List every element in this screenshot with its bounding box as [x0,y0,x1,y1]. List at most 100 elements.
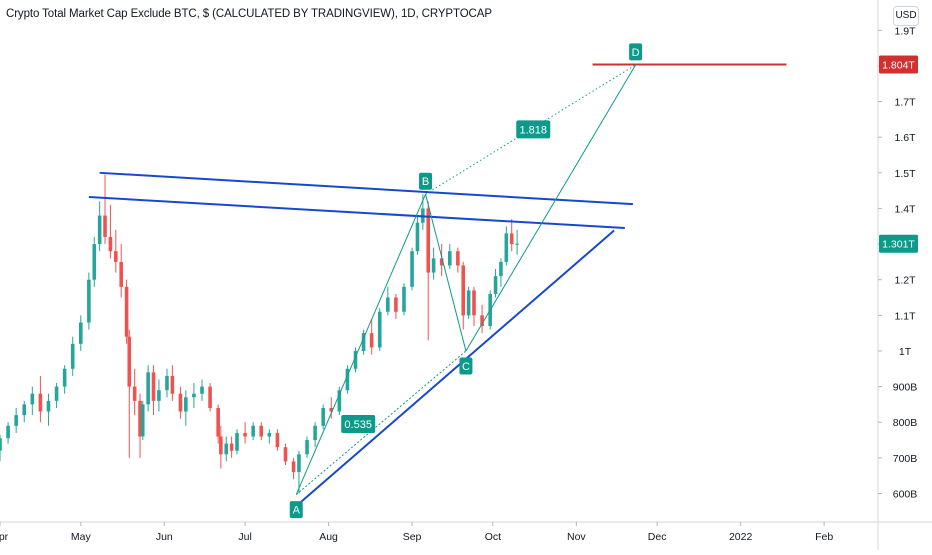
candle-body [447,251,452,266]
candle-body [97,215,102,245]
candle-body [200,386,204,394]
candle-body [138,400,142,437]
y-tick-label: 600B [893,488,918,500]
candle-body [208,386,212,408]
price-tag-label: 1.804T [882,59,915,71]
candle-body [127,336,132,387]
y-tick-label: 700B [893,453,918,465]
candle-body [146,372,150,405]
candle-body [14,415,18,426]
x-tick-label: Jun [156,531,173,543]
y-tick-label: 800B [893,417,918,429]
y-tick-label: 1.2T [894,275,916,287]
candle-body [103,215,107,237]
candle-body [466,290,471,316]
candle-body [46,400,51,412]
x-tick-label: May [71,531,92,543]
projection-dotted-BD [425,64,636,195]
x-tick-label: Nov [567,531,586,543]
y-tick-label: 900B [893,382,918,394]
chart-title: Crypto Total Market Cap Exclude BTC, $ (… [6,8,492,20]
candle-body [70,343,75,369]
x-tick-label: Apr [0,531,9,543]
candle-body [509,233,514,245]
candle-body [480,315,484,327]
ratio-label: 1.818 [519,124,547,136]
candle-body [229,443,234,451]
candle-body [283,447,288,462]
candle-body [504,233,509,262]
point-marker-C [459,357,473,375]
drawings-layer [88,63,787,507]
price-tag [879,234,918,253]
candle-body [353,350,358,369]
price-tag-label: 1.301T [882,239,915,251]
candle-body [216,407,220,437]
point-label: D [632,47,640,59]
candle-body [386,297,390,312]
labels-layer: 0.535 1.818 A B C D 1.804T 1.301T [289,43,918,519]
trendline-upper-resistance [99,171,633,206]
y-tick-label: 1.6T [894,132,916,144]
candle-body [151,372,156,401]
candle-body [461,265,466,316]
candle-body [291,461,296,473]
candle-body [456,251,460,266]
candle-body [87,279,91,323]
candle-body [369,333,374,348]
candle-body [219,436,223,455]
point-marker-A [289,501,303,519]
candle-body [140,404,145,437]
candle-body [329,407,334,412]
candle-body [251,425,255,437]
candle-body [92,244,97,280]
candle-body [515,243,519,245]
candle-body [6,425,10,439]
ratio-label: 0.535 [344,419,372,431]
candle-body [275,432,280,448]
point-label: A [293,505,301,517]
y-tick-label: 1.9T [894,25,916,37]
candle-body [439,258,444,266]
candle-body [394,297,398,312]
candle-body [119,261,123,287]
candle-body [431,258,436,273]
candle-body [165,375,169,391]
point-marker-B [419,172,433,190]
candle-body [235,432,239,451]
pattern-leg-AC [295,350,467,495]
x-tick-label: Sep [403,531,422,543]
candle-body [192,393,196,398]
candle-body [124,286,129,337]
candle-body [30,393,35,405]
x-tick-label: Feb [815,531,833,543]
candle-body [78,322,83,344]
trendline-lower-resistance [88,196,625,230]
candle-body [54,386,59,401]
candle-body [170,375,175,394]
ratio-box [516,120,551,139]
y-tick-label: 1.7T [894,97,916,109]
x-tick-label: Jul [238,531,251,543]
x-tick-label: 2022 [729,531,753,543]
candle-body [410,251,414,287]
candle-body [22,404,27,416]
candle-body [402,286,406,312]
y-tick-label: 1.1T [894,310,916,322]
projection-solid-CD [465,64,637,352]
candle-body [321,407,325,426]
y-tick-label: 1T [899,346,912,358]
x-tick-label: Aug [319,531,338,543]
pattern-leg-BC [425,194,467,352]
y-tick-label: 1.4T [894,203,916,215]
candle-body [361,333,366,351]
candle-body [62,368,67,387]
x-tick-label: Oct [485,531,501,543]
candle-body [267,432,272,437]
candle-body [259,425,264,437]
candle-body [493,276,498,294]
currency-selector[interactable]: USD [893,6,919,26]
